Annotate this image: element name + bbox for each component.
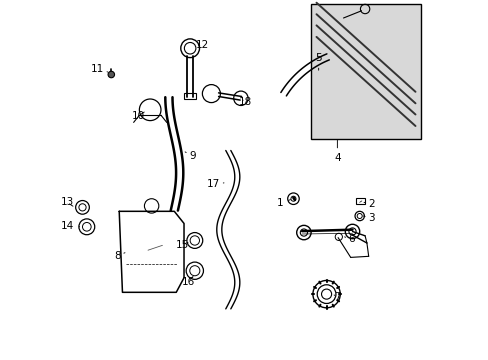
Text: 11: 11: [91, 64, 107, 74]
Text: 14: 14: [61, 221, 80, 231]
Text: 4: 4: [333, 140, 340, 163]
Text: 2: 2: [363, 199, 374, 210]
Circle shape: [108, 71, 114, 78]
Bar: [184, 93, 196, 99]
Text: 1: 1: [276, 198, 290, 208]
Text: 7: 7: [333, 292, 340, 302]
Text: 13: 13: [61, 197, 74, 207]
Bar: [310, 4, 420, 139]
Bar: [355, 198, 364, 204]
Text: 6: 6: [344, 234, 354, 244]
Text: 12: 12: [195, 40, 208, 50]
Text: 8: 8: [114, 251, 125, 261]
Text: 3: 3: [363, 213, 374, 223]
Text: 9: 9: [185, 150, 195, 161]
Text: 5: 5: [315, 53, 321, 70]
Text: 18: 18: [239, 96, 252, 107]
Text: 10: 10: [131, 111, 144, 121]
Text: 17: 17: [207, 179, 224, 189]
Text: 15: 15: [176, 240, 189, 250]
Text: 16: 16: [182, 276, 195, 287]
